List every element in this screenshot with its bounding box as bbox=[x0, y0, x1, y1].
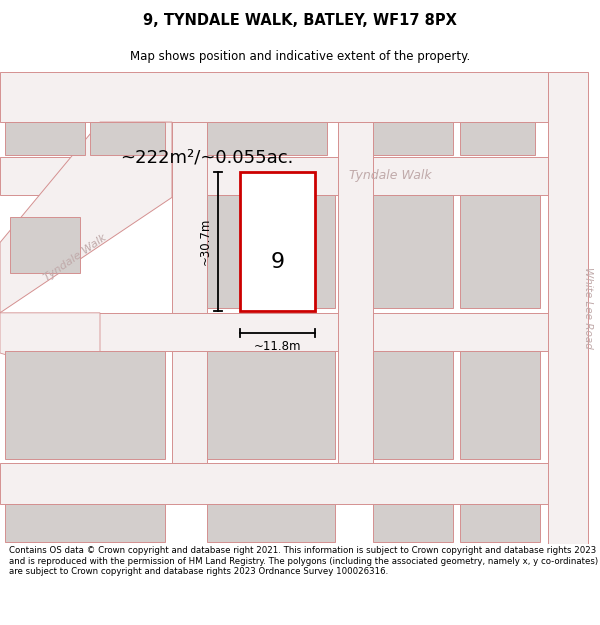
Text: Map shows position and indicative extent of the property.: Map shows position and indicative extent… bbox=[130, 49, 470, 62]
Text: Contains OS data © Crown copyright and database right 2021. This information is : Contains OS data © Crown copyright and d… bbox=[9, 546, 598, 576]
Bar bbox=[5, 351, 165, 459]
Bar bbox=[338, 122, 373, 463]
Text: ~30.7m: ~30.7m bbox=[199, 218, 212, 265]
Bar bbox=[207, 122, 327, 155]
Bar bbox=[373, 196, 453, 308]
Text: Tyndale Walk: Tyndale Walk bbox=[42, 232, 108, 283]
Bar bbox=[460, 122, 535, 155]
Bar bbox=[5, 122, 85, 155]
Bar bbox=[373, 122, 453, 155]
Bar bbox=[460, 504, 540, 542]
Text: Tyndale Walk: Tyndale Walk bbox=[349, 169, 431, 182]
Bar bbox=[172, 351, 207, 463]
Text: ~222m²/~0.055ac.: ~222m²/~0.055ac. bbox=[120, 148, 293, 166]
Bar bbox=[5, 504, 165, 542]
Text: 9: 9 bbox=[271, 253, 284, 272]
Bar bbox=[10, 217, 80, 272]
Bar bbox=[460, 351, 540, 459]
Bar bbox=[207, 196, 335, 308]
Text: 9, TYNDALE WALK, BATLEY, WF17 8PX: 9, TYNDALE WALK, BATLEY, WF17 8PX bbox=[143, 12, 457, 28]
Text: White Lee Road: White Lee Road bbox=[583, 267, 593, 349]
Bar bbox=[0, 463, 582, 504]
Bar bbox=[0, 72, 548, 122]
Bar bbox=[373, 351, 453, 459]
Bar bbox=[207, 351, 335, 459]
Polygon shape bbox=[0, 122, 172, 313]
Polygon shape bbox=[0, 313, 100, 383]
Text: ~11.8m: ~11.8m bbox=[254, 341, 301, 354]
Bar bbox=[373, 504, 453, 542]
Bar bbox=[172, 122, 207, 313]
Bar bbox=[0, 313, 582, 351]
Bar bbox=[90, 122, 165, 155]
Bar bbox=[207, 504, 335, 542]
Bar bbox=[240, 173, 315, 311]
Bar bbox=[460, 196, 540, 308]
Bar bbox=[0, 158, 548, 196]
Bar bbox=[548, 72, 588, 544]
